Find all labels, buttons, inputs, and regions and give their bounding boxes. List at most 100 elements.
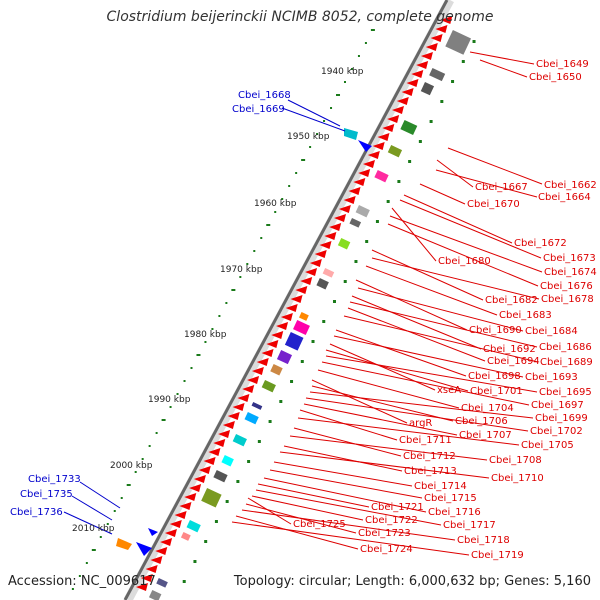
gene-label[interactable]: Cbei_1694: [487, 356, 540, 367]
leader-line: [469, 51, 535, 65]
gene-label[interactable]: Cbei_1713: [404, 466, 457, 477]
gene-label[interactable]: Cbei_1692: [483, 344, 536, 355]
feature-block: [374, 169, 389, 183]
tick-label: 1940 kbp: [321, 67, 364, 77]
gene-label[interactable]: Cbei_1714: [414, 481, 467, 492]
cds-arrow: [198, 466, 211, 474]
gene-label[interactable]: Cbei_1723: [358, 528, 411, 539]
leader-line: [269, 469, 423, 499]
cds-arrow: [329, 223, 342, 231]
gene-label[interactable]: argR: [409, 418, 432, 429]
topology-text: Topology: circular; Length: 6,000,632 bp…: [233, 574, 591, 589]
leader-line: [351, 295, 482, 350]
gene-label[interactable]: Cbei_1678: [541, 294, 594, 305]
ruler-tick: [364, 42, 367, 44]
gene-label[interactable]: Cbei_1689: [540, 357, 593, 368]
gene-label[interactable]: Cbei_1718: [457, 535, 510, 546]
ruler-tick: [126, 484, 131, 486]
gene-label[interactable]: Cbei_1722: [365, 515, 418, 526]
gene-label[interactable]: Cbei_1669: [232, 104, 285, 115]
cds-arrow: [343, 196, 356, 204]
leader-line: [279, 451, 490, 479]
ruler-tick: [106, 523, 109, 525]
cds-arrow: [164, 529, 177, 537]
gene-label[interactable]: Cbei_1715: [424, 493, 477, 504]
ruler-tick: [113, 510, 116, 512]
gene-label[interactable]: Cbei_1672: [514, 238, 567, 249]
gene-label[interactable]: Cbei_1670: [467, 199, 520, 210]
ruler-tick: [365, 240, 369, 243]
ruler-tick: [183, 380, 186, 382]
cds-arrow: [266, 340, 279, 348]
gene-label[interactable]: Cbei_1668: [238, 90, 291, 101]
gene-label[interactable]: Cbei_1650: [529, 72, 582, 83]
gene-label[interactable]: Cbei_1721: [371, 502, 424, 513]
tick-label: 1950 kbp: [287, 132, 330, 142]
gene-label[interactable]: Cbei_1701: [470, 386, 523, 397]
gene-label[interactable]: Cbei_1702: [530, 426, 583, 437]
gene-label[interactable]: Cbei_1693: [525, 372, 578, 383]
gene-label[interactable]: Cbei_1676: [540, 281, 593, 292]
gene-label[interactable]: Cbei_1662: [544, 180, 597, 191]
ruler-tick: [408, 160, 412, 163]
gene-label[interactable]: Cbei_1682: [485, 295, 538, 306]
gene-label[interactable]: Cbei_1735: [20, 489, 73, 500]
leader-line: [297, 417, 520, 446]
feature-block: [201, 487, 222, 508]
gene-label[interactable]: Cbei_1704: [461, 403, 514, 414]
gene-label[interactable]: Cbei_1674: [544, 267, 597, 278]
ruler-tick: [155, 432, 158, 434]
gene-label[interactable]: Cbei_1698: [468, 371, 521, 382]
gene-label[interactable]: xseA: [437, 385, 461, 396]
feature-block: [213, 469, 228, 483]
cds-arrow: [280, 313, 293, 321]
gene-label[interactable]: Cbei_1686: [539, 342, 592, 353]
gene-label[interactable]: Cbei_1716: [428, 507, 481, 518]
cds-arrow: [222, 421, 235, 429]
gene-label[interactable]: Cbei_1711: [399, 435, 452, 446]
cds-arrow: [145, 565, 158, 573]
cds-arrow: [208, 448, 221, 456]
gene-label[interactable]: Cbei_1683: [499, 310, 552, 321]
ruler-tick: [274, 211, 277, 213]
gene-label[interactable]: Cbei_1667: [475, 182, 528, 193]
gene-label[interactable]: Cbei_1710: [491, 473, 544, 484]
gene-label[interactable]: Cbei_1705: [521, 440, 574, 451]
gene-label[interactable]: Cbei_1712: [403, 451, 456, 462]
gene-label[interactable]: Cbei_1725: [293, 519, 346, 530]
gene-label[interactable]: Cbei_1736: [10, 507, 63, 518]
cds-arrow: [314, 250, 327, 258]
gene-label[interactable]: Cbei_1707: [459, 430, 512, 441]
gene-label[interactable]: Cbei_1733: [28, 474, 81, 485]
gene-label[interactable]: Cbei_1690: [469, 325, 522, 336]
leader-line: [231, 521, 470, 556]
gene-label[interactable]: Cbei_1673: [543, 253, 596, 264]
gene-label[interactable]: Cbei_1649: [536, 59, 589, 70]
map-title: Clostridium beijerinckii NCIMB 8052, com…: [106, 9, 494, 25]
gene-label[interactable]: Cbei_1695: [539, 387, 592, 398]
gene-label[interactable]: Cbei_1697: [531, 400, 584, 411]
gene-label[interactable]: Cbei_1699: [535, 413, 588, 424]
gene-label[interactable]: Cbei_1719: [471, 550, 524, 561]
ruler-tick: [85, 562, 88, 564]
ruler-tick: [316, 133, 319, 135]
feature-block: [299, 312, 309, 321]
leader-line: [399, 199, 542, 259]
leader-line: [281, 107, 346, 132]
feature-block: [400, 120, 418, 135]
gene-label[interactable]: Cbei_1680: [438, 256, 491, 267]
feature-block: [355, 204, 370, 218]
feature-block: [337, 238, 351, 250]
feature-block: [244, 412, 259, 425]
cds-arrow: [261, 349, 274, 357]
feature-block: [148, 528, 158, 536]
gene-label[interactable]: Cbei_1724: [360, 544, 413, 555]
leader-line: [305, 397, 529, 432]
gene-label[interactable]: Cbei_1664: [538, 192, 591, 203]
gene-label[interactable]: Cbei_1706: [455, 416, 508, 427]
gene-label[interactable]: Cbei_1684: [525, 326, 578, 337]
gene-label[interactable]: Cbei_1717: [443, 520, 496, 531]
ruler-tick: [451, 80, 455, 83]
cds-arrow: [290, 295, 303, 303]
gene-label[interactable]: Cbei_1708: [489, 455, 542, 466]
